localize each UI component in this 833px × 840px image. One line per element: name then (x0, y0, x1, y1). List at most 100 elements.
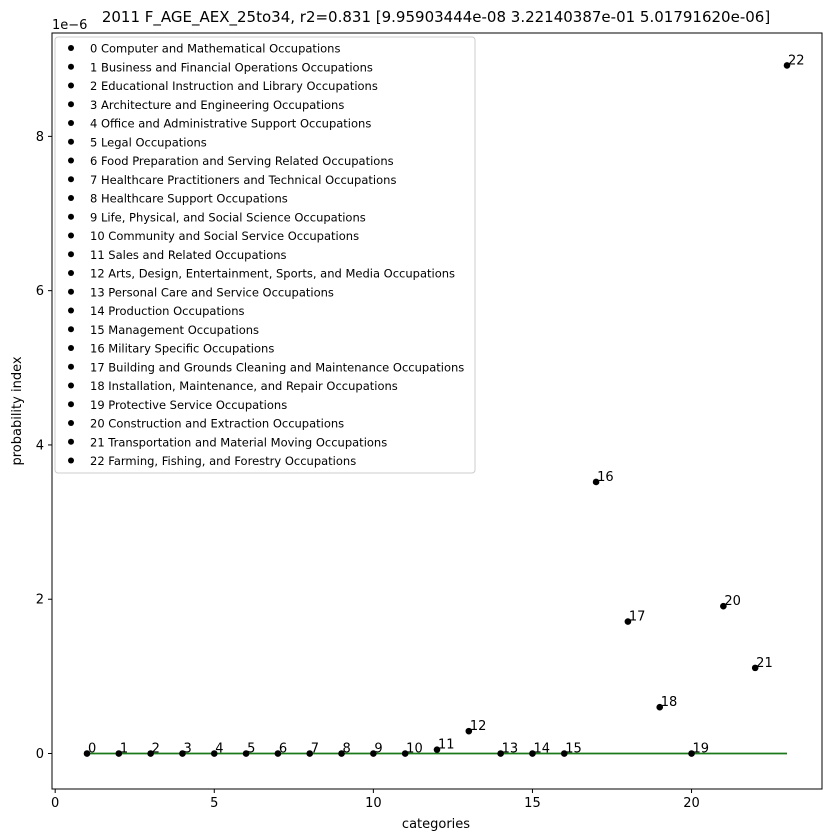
legend-marker (68, 213, 74, 220)
point-label: 5 (247, 742, 255, 757)
x-axis-label: categories (402, 817, 470, 832)
point-label: 15 (565, 742, 582, 757)
point-label: 8 (343, 742, 351, 757)
data-point (274, 750, 282, 757)
y-axis-ticks: 0 2 4 6 8 (36, 130, 52, 762)
legend-marker (68, 82, 74, 89)
legend-entry: 17 Building and Grounds Cleaning and Mai… (90, 360, 464, 374)
legend-entry: 14 Production Occupations (90, 304, 244, 318)
point-label: 21 (756, 656, 773, 671)
data-point (210, 750, 218, 757)
point-label: 14 (533, 742, 550, 757)
data-point (720, 602, 727, 610)
legend-marker (68, 120, 74, 126)
x-axis-ticks: 0 5 10 15 20 (51, 789, 700, 811)
data-point (624, 618, 632, 625)
data-point (306, 750, 314, 757)
legend-entry: 19 Protective Service Occupations (90, 398, 287, 412)
legend-entry: 22 Farming, Fishing, and Forestry Occupa… (90, 454, 356, 468)
data-point (401, 750, 409, 757)
legend-marker (68, 438, 74, 445)
legend-marker (68, 457, 74, 464)
legend-entry: 21 Transportation and Material Moving Oc… (90, 435, 387, 449)
point-label: 9 (374, 742, 382, 757)
legend-entry: 11 Sales and Related Occupations (90, 248, 287, 262)
legend-entry: 2 Educational Instruction and Library Oc… (90, 79, 378, 93)
point-label: 10 (406, 742, 423, 757)
point-label: 2 (152, 742, 160, 757)
data-point (529, 750, 536, 757)
legend-entry: 15 Management Occupations (90, 323, 259, 337)
point-label: 6 (279, 742, 287, 757)
legend-entry: 6 Food Preparation and Serving Related O… (90, 154, 394, 168)
legend-entry: 13 Personal Care and Service Occupations (90, 285, 334, 299)
data-point (497, 750, 504, 757)
legend-entry: 0 Computer and Mathematical Occupations (90, 42, 340, 56)
legend-marker (68, 382, 74, 389)
data-point (179, 750, 186, 757)
point-label: 12 (470, 719, 487, 734)
legend-items: 0 Computer and Mathematical Occupations 1… (68, 42, 464, 468)
point-label: 19 (693, 742, 710, 757)
point-label: 22 (788, 53, 805, 68)
legend-entry: 16 Military Specific Occupations (90, 342, 274, 356)
chart-title: 2011 F_AGE_AEX_25to34, r2=0.831 [9.95903… (102, 8, 770, 27)
legend-entry: 20 Construction and Extraction Occupatio… (90, 417, 344, 431)
y-axis-offset-label: 1e−6 (52, 18, 87, 33)
legend-marker (68, 232, 74, 239)
legend-box (54, 36, 476, 474)
point-label: 17 (629, 610, 646, 625)
point-label: 11 (438, 738, 455, 753)
legend-marker (68, 288, 74, 295)
point-label: 4 (215, 742, 223, 757)
legend-marker (68, 307, 74, 314)
data-point (751, 664, 759, 672)
data-point (115, 750, 123, 757)
legend-marker (68, 401, 74, 408)
point-label: 13 (502, 742, 519, 757)
x-tick-label: 0 (51, 796, 59, 811)
point-label: 20 (724, 594, 741, 609)
y-tick-label: 2 (36, 593, 44, 608)
point-label: 18 (661, 695, 678, 710)
legend-marker (68, 45, 74, 51)
point-label: 7 (311, 742, 319, 757)
y-tick-label: 6 (36, 284, 44, 299)
legend-marker (68, 176, 74, 183)
data-point (242, 750, 250, 757)
legend-entry: 12 Arts, Design, Entertainment, Sports, … (90, 267, 455, 281)
legend-marker (68, 345, 74, 351)
y-axis-label: probability index (10, 356, 25, 465)
data-point (338, 750, 345, 757)
point-label: 1 (120, 742, 128, 757)
legend-entry: 9 Life, Physical, and Social Science Occ… (90, 210, 366, 224)
data-point (83, 750, 91, 757)
legend: 0 Computer and Mathematical Occupations 1… (54, 36, 476, 474)
data-point (465, 727, 473, 735)
data-point (147, 750, 154, 757)
legend-marker (68, 101, 74, 108)
data-point (656, 703, 664, 711)
data-point (688, 750, 695, 757)
point-label: 16 (597, 470, 614, 485)
data-point (370, 750, 377, 757)
legend-entry: 18 Installation, Maintenance, and Repair… (90, 379, 398, 393)
legend-marker (68, 138, 74, 145)
legend-marker (68, 363, 74, 370)
y-tick-label: 0 (36, 747, 44, 762)
data-point (433, 746, 441, 753)
y-tick-label: 8 (36, 130, 44, 145)
data-point (560, 750, 568, 757)
data-point (783, 62, 791, 69)
legend-marker (68, 420, 74, 426)
legend-entry: 4 Office and Administrative Support Occu… (90, 117, 371, 131)
legend-marker (68, 195, 74, 201)
legend-entry: 5 Legal Occupations (90, 135, 207, 149)
x-tick-label: 15 (524, 796, 541, 811)
legend-entry: 10 Community and Social Service Occupati… (90, 229, 359, 243)
legend-marker (68, 251, 74, 258)
legend-marker (68, 63, 74, 70)
point-label: 3 (183, 742, 191, 757)
